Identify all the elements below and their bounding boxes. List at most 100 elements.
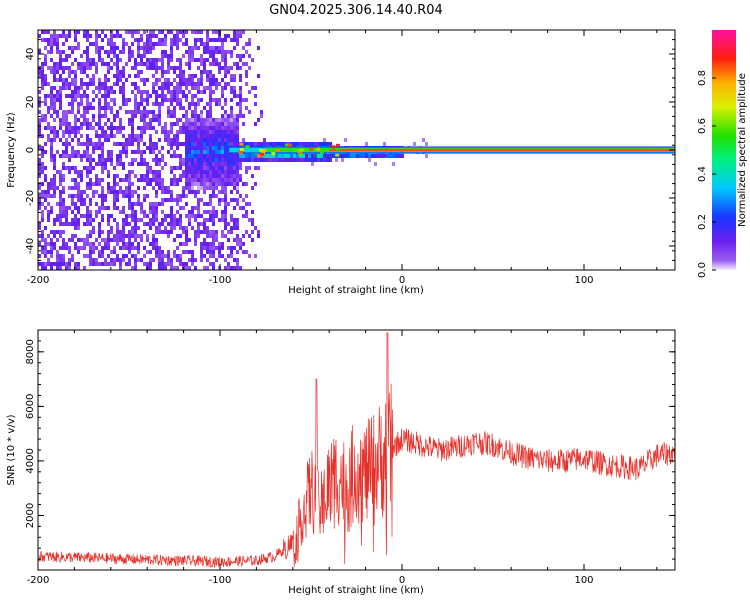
spectrogram-cell — [185, 98, 188, 102]
spectrogram-cell — [227, 114, 230, 118]
spectrogram-cell — [230, 174, 233, 178]
spectrogram-cell — [323, 158, 326, 162]
spectrogram-cell — [65, 146, 68, 150]
spectrogram-cell — [281, 142, 284, 146]
spectrogram-cell — [197, 146, 200, 150]
spectrogram-cell — [275, 154, 278, 158]
spectrogram-cell — [134, 110, 137, 114]
spectrogram-cell — [230, 170, 233, 174]
spectrogram-cell — [119, 246, 122, 250]
spectrogram-cell — [137, 162, 140, 166]
spectrogram-cell — [224, 166, 227, 170]
spectrogram-cell — [95, 122, 98, 126]
spectrogram-cell — [62, 78, 65, 82]
spectrogram-cell — [179, 106, 182, 110]
signal-blob — [298, 153, 303, 157]
spectrogram-cell — [188, 214, 191, 218]
spectrogram-cell — [194, 30, 197, 34]
spectrogram-cell — [203, 58, 206, 62]
spectrogram-cell — [158, 102, 161, 106]
spectrogram-cell — [89, 214, 92, 218]
spectrogram-cell — [110, 150, 113, 154]
spectrogram-cell — [77, 246, 80, 250]
y-tick-label: 8000 — [25, 339, 36, 364]
spectrogram-cell — [221, 94, 224, 98]
spectrogram-cell — [77, 110, 80, 114]
spectrogram-cell — [200, 98, 203, 102]
spectrogram-cell — [158, 178, 161, 182]
spectrogram-cell — [425, 142, 428, 146]
spectrogram-cell — [143, 194, 146, 198]
spectrogram-cell — [152, 210, 155, 214]
spectrogram-cell — [233, 126, 236, 130]
spectrogram-cell — [221, 210, 224, 214]
spectrogram-cell — [143, 90, 146, 94]
spectrogram-cell — [161, 94, 164, 98]
spectrogram-cell — [224, 86, 227, 90]
spectrogram-cell — [170, 82, 173, 86]
spectrogram-cell — [83, 190, 86, 194]
spectrogram-cell — [224, 170, 227, 174]
spectrogram-cell — [101, 202, 104, 206]
spectrogram-cell — [188, 62, 191, 66]
spectrogram-cell — [44, 78, 47, 82]
spectrogram-cell — [137, 142, 140, 146]
spectrogram-cell — [161, 90, 164, 94]
spectrogram-cell — [113, 186, 116, 190]
spectrogram-cell — [218, 102, 221, 106]
spectrogram-cell — [197, 98, 200, 102]
spectrogram-cell — [170, 230, 173, 234]
spectrogram-cell — [77, 30, 80, 34]
spectrogram-cell — [398, 154, 401, 158]
spectrogram-cell — [236, 138, 239, 142]
spectrogram-cell — [155, 58, 158, 62]
spectrogram-cell — [194, 182, 197, 186]
spectrogram-cell — [155, 194, 158, 198]
spectrogram-cell — [83, 154, 86, 158]
spectrogram-cell — [134, 266, 137, 270]
spectrogram-cell — [104, 90, 107, 94]
spectrogram-cell — [113, 54, 116, 58]
spectrogram-cell — [173, 226, 176, 230]
spectrogram-cell — [179, 222, 182, 226]
spectrogram-cell — [185, 226, 188, 230]
spectrogram-cell — [146, 178, 149, 182]
spectrogram-cell — [176, 42, 179, 46]
spectrogram-cell — [179, 58, 182, 62]
spectrogram-cell — [98, 106, 101, 110]
spectrogram-cell — [212, 266, 215, 270]
spectrogram-y-label: Frequency (Hz) — [6, 112, 17, 188]
spectrogram-cell — [254, 94, 257, 98]
spectrogram-cell — [62, 190, 65, 194]
spectrogram-cell — [92, 182, 95, 186]
spectrogram-cell — [83, 122, 86, 126]
spectrogram-cell — [167, 90, 170, 94]
spectrogram-cell — [218, 178, 221, 182]
spectrogram-cell — [113, 262, 116, 266]
spectrogram-cell — [137, 74, 140, 78]
spectrogram-cell — [221, 114, 224, 118]
spectrogram-cell — [245, 202, 248, 206]
spectrogram-cell — [251, 186, 254, 190]
spectrogram-cell — [119, 70, 122, 74]
spectrogram-cell — [89, 58, 92, 62]
spectrogram-cell — [227, 266, 230, 270]
spectrogram-cell — [131, 254, 134, 258]
spectrogram-cell — [200, 158, 203, 162]
spectrogram-cell — [68, 110, 71, 114]
spectrogram-cell — [296, 158, 299, 162]
spectrogram-cell — [62, 82, 65, 86]
spectrogram-cell — [116, 226, 119, 230]
spectrogram-cell — [62, 178, 65, 182]
spectrogram-cell — [98, 82, 101, 86]
spectrogram-cell — [131, 190, 134, 194]
signal-blob — [275, 148, 280, 152]
spectrogram-cell — [200, 214, 203, 218]
spectrogram-cell — [53, 62, 56, 66]
spectrogram-cell — [119, 142, 122, 146]
spectrogram-cell — [341, 158, 344, 162]
spectrogram-cell — [110, 130, 113, 134]
spectrogram-cell — [47, 190, 50, 194]
signal-blob — [239, 142, 244, 146]
spectrogram-cell — [236, 218, 239, 222]
